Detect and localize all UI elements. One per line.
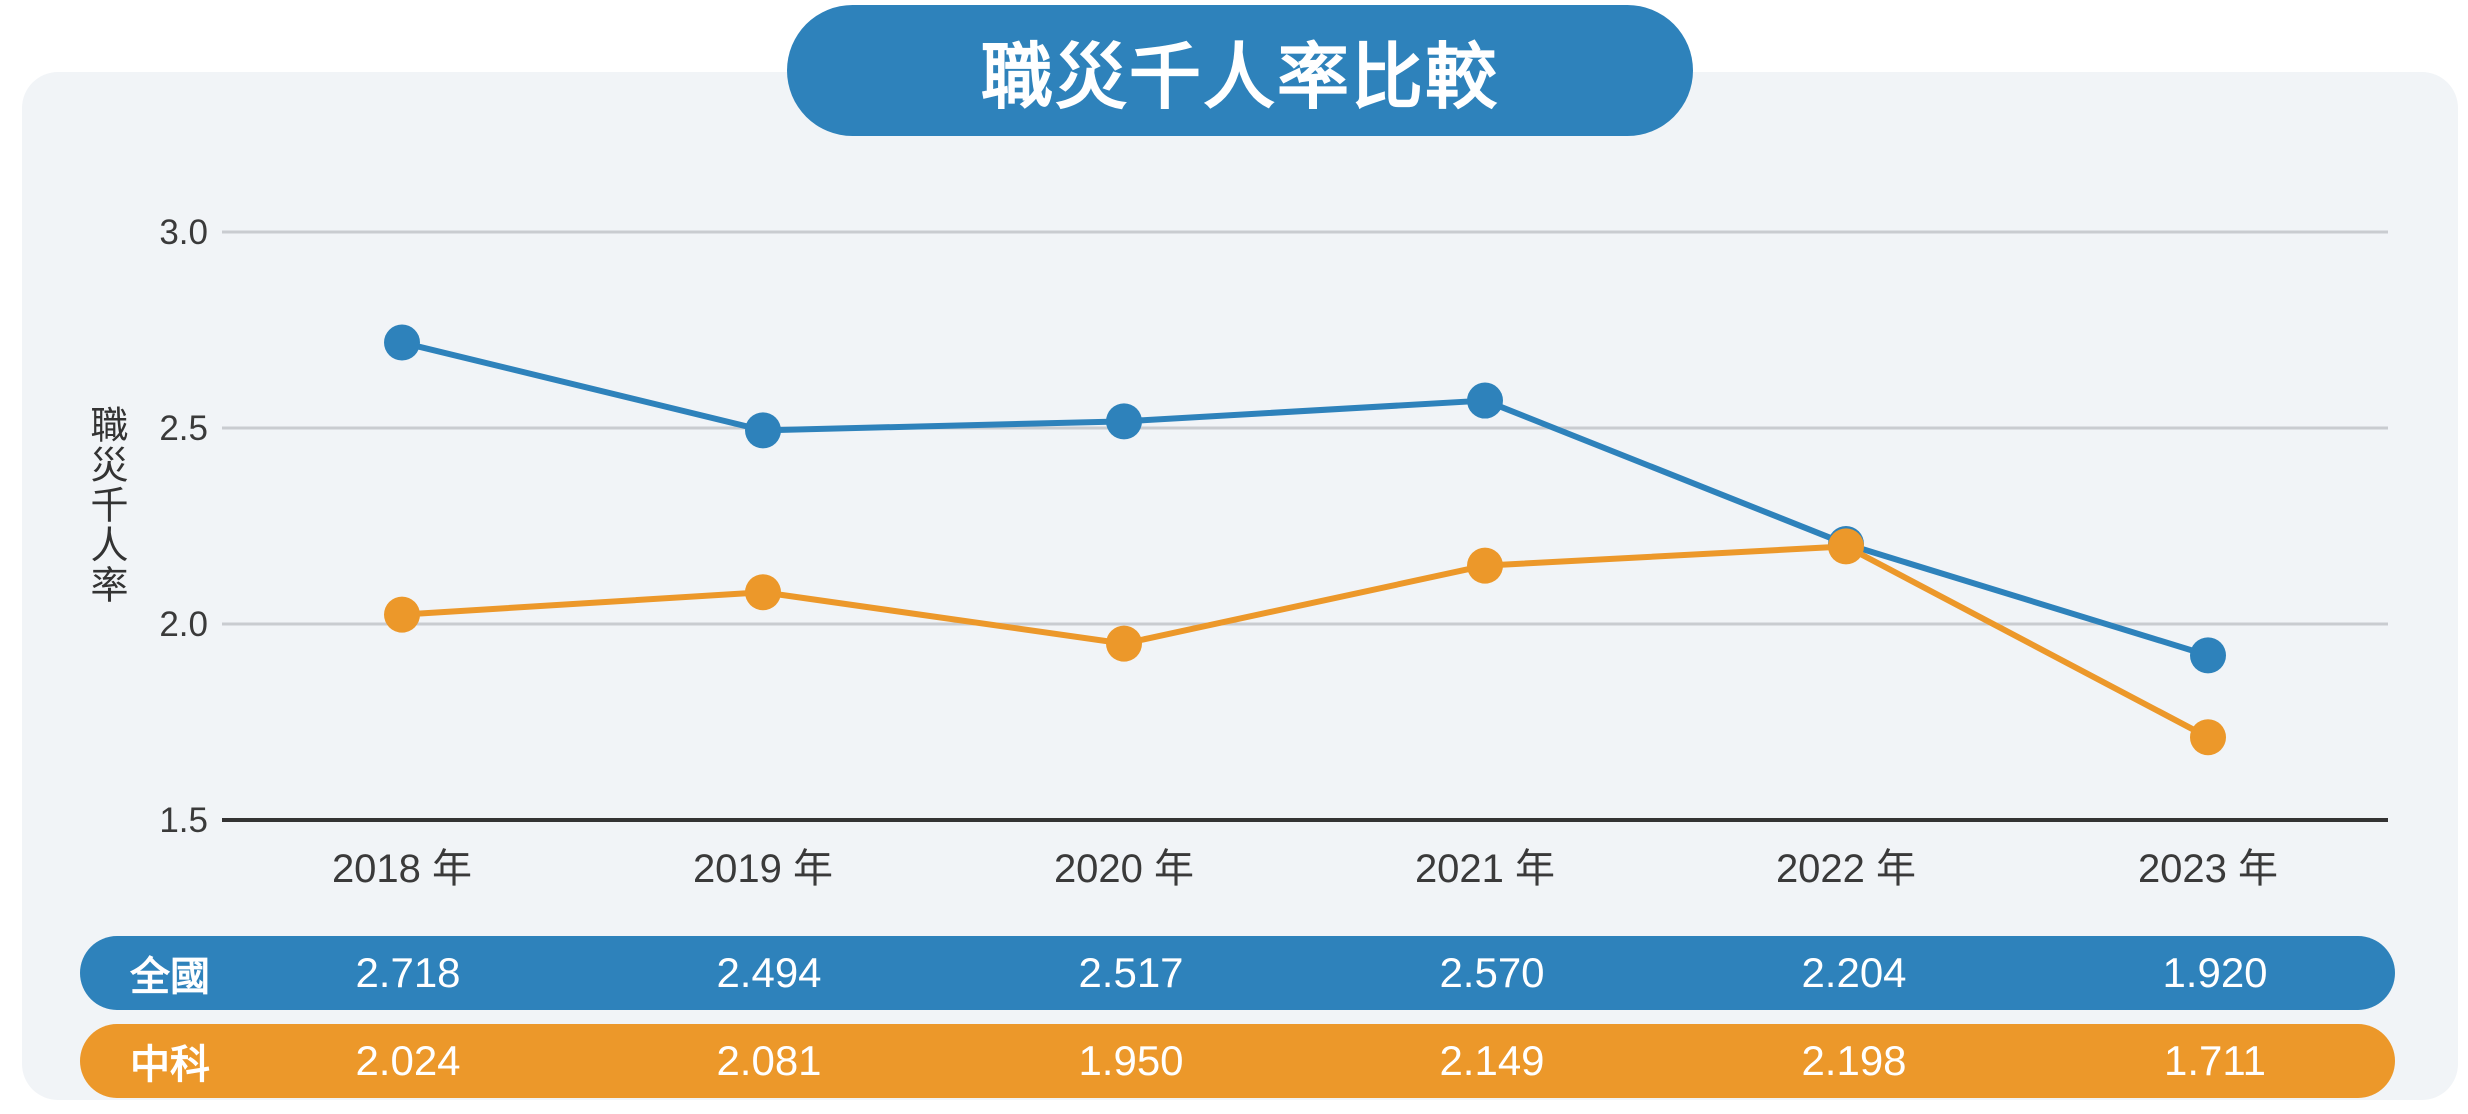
central-data-point	[384, 596, 420, 633]
x-tick-label: 2018 年	[332, 847, 472, 891]
national-value-cell: 2.517	[1078, 949, 1184, 996]
central-value-cell: 2.149	[1439, 1037, 1545, 1084]
national-value-cell: 2.204	[1801, 949, 1907, 996]
national-data-point	[1467, 382, 1503, 419]
x-tick-label: 2020 年	[1054, 847, 1194, 891]
central-row-label: 中科	[130, 1042, 210, 1088]
x-tick-label: 2019 年	[693, 847, 833, 891]
y-tick-label: 3.0	[159, 213, 208, 252]
national-value-cell: 1.920	[2162, 949, 2268, 996]
national-data-point	[2190, 637, 2226, 674]
central-data-point	[1828, 528, 1864, 565]
central-data-row: 中科 2.024 2.081 1.950 2.149 2.198 1.711	[80, 1024, 2395, 1098]
national-row-label: 全國	[130, 954, 210, 1000]
national-value-cell: 2.570	[1439, 949, 1545, 996]
y-tick-label: 1.5	[159, 801, 208, 840]
central-data-point	[1106, 625, 1142, 662]
central-data-point	[2190, 719, 2226, 756]
central-value-cell: 1.950	[1078, 1037, 1184, 1084]
chart-panel	[22, 72, 2458, 1100]
central-value-cell: 1.711	[2164, 1037, 2266, 1084]
national-value-cell: 2.718	[355, 949, 461, 996]
chart-title: 職災千人率比較	[787, 5, 1693, 136]
y-tick-label: 2.0	[159, 605, 208, 644]
x-tick-label: 2023 年	[2138, 847, 2278, 891]
central-series-line	[399, 543, 2211, 741]
national-data-row: 全國 2.718 2.494 2.517 2.570 2.204 1.920	[80, 936, 2395, 1010]
national-series-line	[399, 339, 2211, 659]
y-tick-label: 2.5	[159, 409, 208, 448]
national-data-point	[384, 324, 420, 361]
national-data-point	[745, 412, 781, 449]
central-data-point	[1467, 547, 1503, 584]
y-axis-label: 職災千人率	[84, 405, 128, 605]
national-data-point	[1106, 403, 1142, 440]
x-tick-label: 2022 年	[1776, 847, 1916, 891]
central-value-cell: 2.198	[1801, 1037, 1907, 1084]
central-value-cell: 2.081	[716, 1037, 822, 1084]
national-value-cell: 2.494	[716, 949, 822, 996]
central-value-cell: 2.024	[355, 1037, 461, 1084]
central-data-point	[745, 574, 781, 611]
x-tick-label: 2021 年	[1415, 847, 1555, 891]
